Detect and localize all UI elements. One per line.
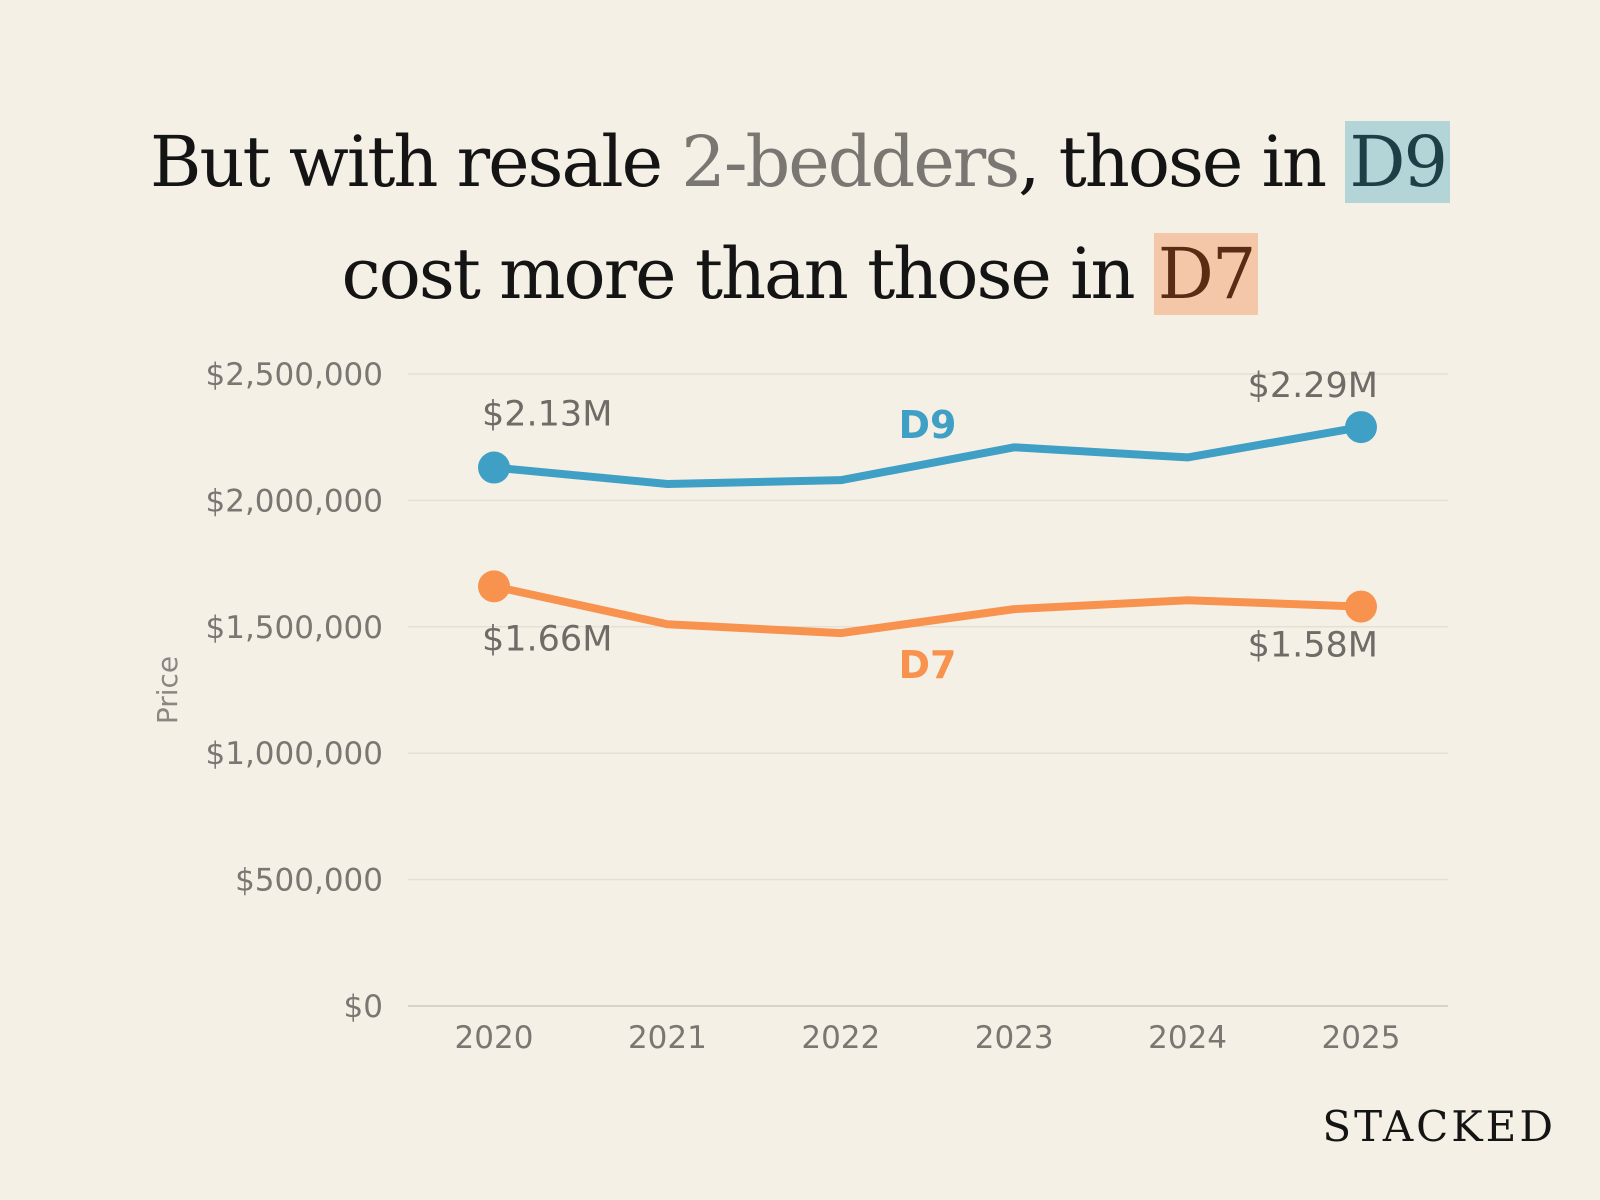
series-label-d9: D9 xyxy=(899,403,957,447)
series-line-d7 xyxy=(490,582,1365,638)
data-label-d9-end: $2.29M xyxy=(1248,366,1378,406)
y-axis-ticks: $0 $500,000 $1,000,000 $1,500,000 $2,000,000… xyxy=(206,357,384,1025)
endpoint-marker-d9 xyxy=(1345,411,1377,444)
x-tick-label: 2021 xyxy=(628,1020,707,1056)
chart-title-line-2: cost more than those in D7 xyxy=(0,218,1600,330)
y-tick-label: $2,000,000 xyxy=(206,483,384,519)
x-tick-label: 2020 xyxy=(455,1020,534,1056)
y-tick-label: $1,500,000 xyxy=(206,610,384,646)
endpoint-marker-d7 xyxy=(478,570,510,603)
x-tick-label: 2025 xyxy=(1322,1020,1401,1056)
title-part-4: cost more than those in xyxy=(341,233,1154,315)
y-axis-label: Price xyxy=(151,656,184,724)
chart-title-line-1: But with resale 2-bedders, those in D9 xyxy=(0,106,1600,218)
data-label-d9-start: $2.13M xyxy=(482,395,612,435)
series-group: $2.13M $2.29M D9 $1.66M $1.58M D7 xyxy=(478,366,1378,687)
data-label-d7-end: $1.58M xyxy=(1248,626,1378,666)
endpoint-marker-d7 xyxy=(1345,590,1377,623)
gridlines xyxy=(408,373,1448,1007)
brand-logo: STACKED xyxy=(1322,1102,1556,1151)
y-tick-label: $2,500,000 xyxy=(206,357,384,393)
y-tick-label: $0 xyxy=(344,989,383,1025)
x-tick-label: 2023 xyxy=(975,1020,1054,1056)
y-tick-label: $1,000,000 xyxy=(206,736,384,772)
endpoint-marker-d9 xyxy=(478,451,510,484)
series-line-d9 xyxy=(490,423,1365,488)
series-label-d7: D7 xyxy=(899,643,957,687)
y-tick-label: $500,000 xyxy=(235,863,383,899)
x-tick-label: 2022 xyxy=(801,1020,880,1056)
x-axis-ticks: 2020 2021 2022 2023 2024 2025 xyxy=(455,1020,1401,1056)
data-label-d7-start: $1.66M xyxy=(482,619,612,659)
title-part-3: , those in xyxy=(1018,121,1346,203)
title-d9-highlight: D9 xyxy=(1345,121,1450,203)
title-part-1: But with resale xyxy=(150,121,682,203)
title-d7-highlight: D7 xyxy=(1153,233,1259,315)
x-tick-label: 2024 xyxy=(1148,1020,1227,1056)
title-part-2-bedders: 2-bedders xyxy=(681,121,1020,203)
